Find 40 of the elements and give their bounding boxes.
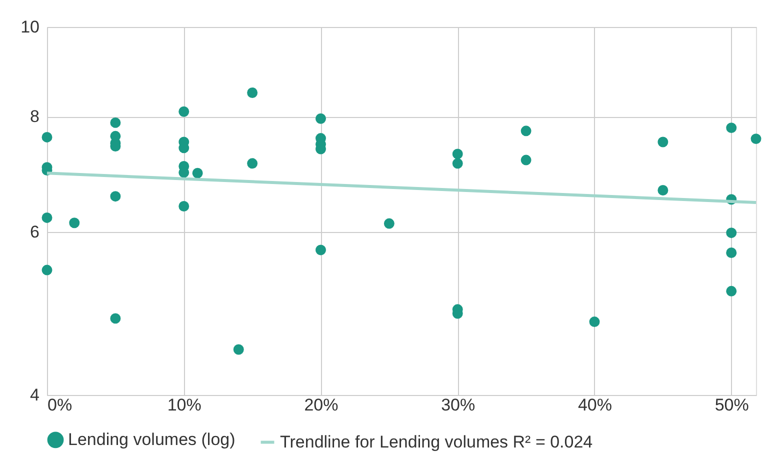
point	[110, 117, 121, 128]
point	[452, 158, 463, 169]
point	[178, 106, 190, 117]
point	[520, 154, 532, 166]
point	[658, 136, 668, 148]
point	[247, 88, 258, 98]
y-tick-label: 8	[30, 107, 40, 126]
point	[658, 185, 668, 196]
point	[192, 168, 203, 178]
point	[42, 132, 52, 142]
point	[520, 126, 532, 136]
point	[178, 201, 190, 212]
point	[247, 158, 258, 169]
point	[726, 286, 737, 296]
point	[726, 248, 737, 258]
x-tick-label: 30%	[441, 396, 476, 414]
x-tick-label: 20%	[304, 396, 338, 414]
point	[42, 212, 52, 223]
point	[589, 316, 600, 328]
legend-label: Trendline for Lending volumes R² = 0.024	[280, 432, 593, 452]
x-tick-label: 10%	[167, 396, 202, 414]
y-tick-label: 10	[20, 18, 40, 36]
point	[726, 228, 737, 238]
legend-label: Lending volumes (log)	[68, 430, 236, 449]
point	[750, 134, 762, 144]
point	[233, 344, 244, 355]
x-tick-label: 40%	[578, 396, 612, 414]
point	[110, 313, 121, 324]
y-tick-label: 4	[30, 386, 40, 404]
y-tick-label: 6	[30, 222, 40, 242]
point	[384, 218, 394, 229]
point	[316, 113, 326, 124]
x-tick-label: 50%	[714, 396, 749, 414]
point	[69, 218, 80, 228]
point	[452, 148, 463, 160]
point	[42, 264, 52, 276]
point	[316, 244, 326, 256]
point	[726, 122, 737, 134]
point	[110, 191, 121, 202]
x-tick-label: 0%	[48, 396, 72, 414]
